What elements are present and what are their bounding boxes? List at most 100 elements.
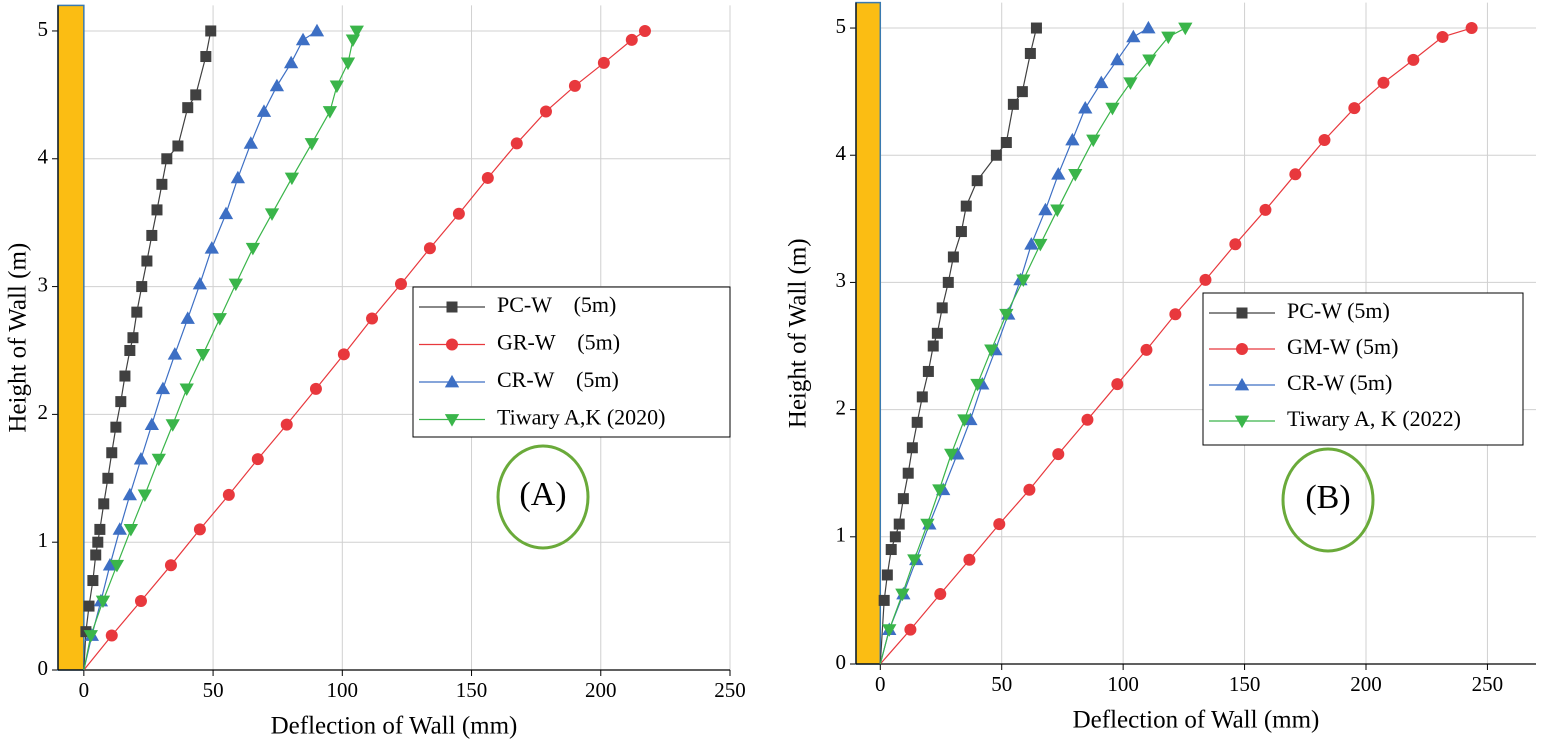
- legend-marker: [444, 414, 460, 427]
- x-tick-label: 200: [1350, 672, 1382, 696]
- marker: [916, 391, 928, 403]
- y-tick-label: 4: [836, 141, 847, 165]
- y-tick-label: 2: [38, 400, 49, 424]
- wall: [57, 4, 85, 671]
- marker: [144, 417, 159, 430]
- marker: [155, 381, 171, 395]
- marker: [963, 553, 976, 566]
- marker: [256, 104, 272, 117]
- y-tick-label: 5: [38, 17, 49, 41]
- y-tick-label: 4: [38, 145, 49, 169]
- marker: [878, 594, 890, 606]
- marker: [245, 242, 261, 256]
- marker: [934, 588, 947, 601]
- marker: [115, 396, 127, 408]
- marker: [340, 57, 356, 71]
- marker: [1081, 413, 1094, 426]
- marker: [218, 206, 234, 220]
- marker: [109, 559, 125, 573]
- marker: [1105, 102, 1120, 116]
- marker: [1199, 273, 1212, 286]
- marker: [136, 281, 148, 293]
- marker: [146, 229, 158, 241]
- marker: [889, 531, 901, 543]
- marker: [423, 242, 436, 255]
- marker: [1007, 98, 1019, 110]
- marker: [192, 276, 208, 290]
- y-tick-label: 0: [38, 656, 49, 680]
- marker: [1289, 168, 1302, 181]
- marker: [510, 137, 523, 150]
- x-axis-label: Deflection of Wall (mm): [271, 713, 518, 740]
- marker: [1407, 53, 1420, 66]
- marker: [151, 453, 166, 467]
- marker: [105, 629, 118, 642]
- marker: [1016, 86, 1028, 98]
- marker: [329, 80, 345, 94]
- marker: [1024, 237, 1039, 250]
- marker: [264, 208, 280, 221]
- marker: [893, 518, 905, 530]
- marker: [1348, 102, 1361, 115]
- marker: [902, 467, 914, 479]
- y-axis-label: Height of Wall (m): [785, 238, 812, 428]
- marker: [94, 523, 106, 535]
- marker: [984, 344, 999, 357]
- wall: [855, 1, 882, 665]
- marker: [106, 447, 118, 459]
- x-tick-label: 250: [1472, 672, 1504, 696]
- marker: [990, 149, 1002, 161]
- marker: [927, 340, 939, 352]
- marker: [1050, 204, 1065, 218]
- legend: PC-W (5m) GM-W (5m) CR-W (5m) Tiwary A, K (…: [1202, 292, 1524, 446]
- marker: [932, 484, 947, 497]
- marker: [83, 600, 95, 612]
- marker: [895, 588, 910, 602]
- marker: [993, 518, 1006, 531]
- marker: [161, 153, 173, 165]
- marker: [131, 306, 143, 318]
- marker: [957, 414, 972, 427]
- marker: [971, 175, 983, 187]
- marker: [251, 453, 264, 466]
- legend-marker: [446, 301, 458, 313]
- marker: [942, 276, 954, 288]
- marker: [165, 419, 180, 432]
- marker: [228, 278, 243, 292]
- x-tick-label: 150: [456, 678, 488, 702]
- legend-marker: [444, 374, 460, 388]
- marker: [366, 312, 379, 325]
- y-tick-label: 2: [836, 395, 847, 419]
- y-tick-label: 3: [38, 272, 49, 296]
- marker: [164, 559, 177, 572]
- legend-marker: [1236, 307, 1248, 319]
- marker: [295, 32, 311, 46]
- marker: [349, 25, 364, 39]
- legend-marker: [1236, 343, 1248, 355]
- x-tick-label: 50: [991, 672, 1012, 696]
- marker: [179, 383, 194, 396]
- marker: [243, 136, 258, 149]
- marker: [970, 378, 985, 392]
- marker: [98, 498, 110, 510]
- marker: [638, 24, 651, 37]
- marker: [960, 200, 972, 212]
- marker: [1024, 47, 1036, 59]
- annotation: (B): [1305, 479, 1350, 516]
- marker: [309, 382, 322, 395]
- annotation-ring: [1281, 447, 1375, 553]
- marker: [539, 105, 552, 118]
- marker: [83, 630, 98, 643]
- marker: [481, 171, 494, 184]
- marker: [1126, 29, 1141, 43]
- marker: [309, 23, 325, 37]
- marker: [110, 421, 122, 433]
- legend-label: CR-W (5m): [497, 367, 619, 392]
- marker: [102, 558, 118, 571]
- x-tick-label: 200: [585, 678, 617, 702]
- x-tick-label: 100: [327, 678, 359, 702]
- marker: [212, 313, 227, 326]
- marker: [204, 241, 219, 254]
- legend-label: Tiwary A, K (2022): [1287, 406, 1461, 431]
- marker: [904, 623, 917, 636]
